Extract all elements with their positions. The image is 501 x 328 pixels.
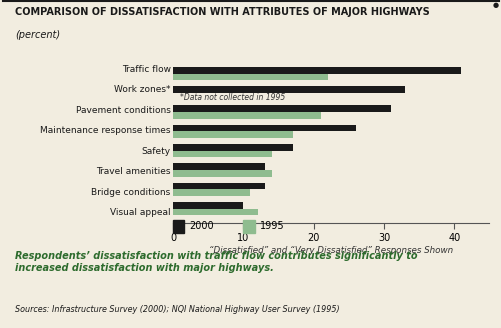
Bar xyxy=(173,73,327,80)
Bar xyxy=(173,189,250,196)
Bar xyxy=(173,67,460,73)
Bar xyxy=(173,163,264,170)
Text: Pavement conditions: Pavement conditions xyxy=(76,106,170,115)
Text: Bridge conditions: Bridge conditions xyxy=(91,188,170,197)
Text: “Dissatisfied” and “Very Dissatisfied” Responses Shown: “Dissatisfied” and “Very Dissatisfied” R… xyxy=(209,246,452,255)
Bar xyxy=(173,151,271,157)
Bar xyxy=(173,182,264,189)
Text: Safety: Safety xyxy=(141,147,170,156)
Text: Travel amenities: Travel amenities xyxy=(96,167,170,176)
Text: Maintenance response times: Maintenance response times xyxy=(40,126,170,135)
Bar xyxy=(173,202,243,209)
Bar xyxy=(173,144,292,151)
Text: ●: ● xyxy=(491,2,497,8)
Text: 1995: 1995 xyxy=(259,221,284,231)
Text: Respondents’ dissatisfaction with traffic flow contributes significantly to
incr: Respondents’ dissatisfaction with traffi… xyxy=(15,251,417,273)
Text: Traffic flow: Traffic flow xyxy=(121,65,170,74)
Text: (percent): (percent) xyxy=(15,30,60,39)
Text: Visual appeal: Visual appeal xyxy=(110,208,170,217)
Text: Sources: Infrastructure Survey (2000); NQI National Highway User Survey (1995): Sources: Infrastructure Survey (2000); N… xyxy=(15,305,339,314)
Text: 2000: 2000 xyxy=(189,221,213,231)
Text: *Data not collected in 1995: *Data not collected in 1995 xyxy=(180,92,285,102)
Text: COMPARISON OF DISSATISFACTION WITH ATTRIBUTES OF MAJOR HIGHWAYS: COMPARISON OF DISSATISFACTION WITH ATTRI… xyxy=(15,7,429,16)
Text: Work zones*: Work zones* xyxy=(114,85,170,94)
Bar xyxy=(173,170,271,177)
Bar xyxy=(173,112,320,119)
Bar xyxy=(173,125,355,132)
Bar xyxy=(173,132,292,138)
Bar xyxy=(173,209,257,215)
Bar xyxy=(173,105,390,112)
Bar xyxy=(173,86,404,93)
